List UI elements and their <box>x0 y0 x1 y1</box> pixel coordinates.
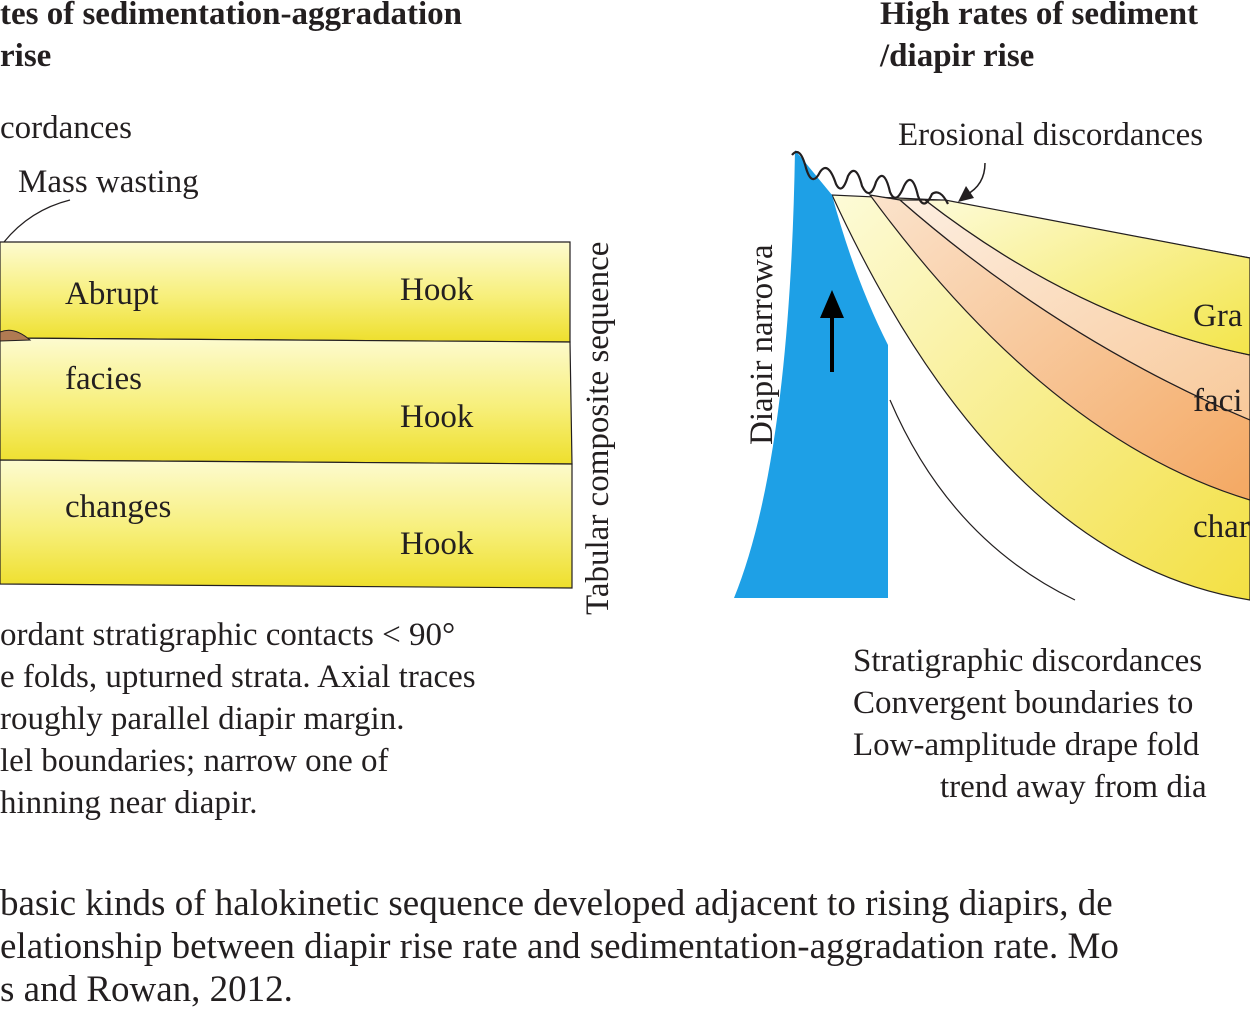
bed-label-abrupt: Abrupt <box>65 276 159 312</box>
right-description-line1: Stratigraphic discordances <box>853 643 1203 679</box>
tabular-sequence-label: Tabular composite sequence <box>580 241 616 615</box>
wedge-label-faci: faci <box>1193 383 1243 419</box>
bed-lower <box>0 459 573 589</box>
right-title-line1: High rates of sediment <box>880 0 1199 32</box>
mass-wasting-leader <box>3 199 71 243</box>
mass-wasting-deposit <box>0 329 32 342</box>
right-description-line4: trend away from dia <box>940 769 1207 805</box>
erosional-discordance-line <box>791 150 949 205</box>
hook-label-2: Hook <box>400 399 474 435</box>
label-mass-wasting: Mass wasting <box>18 164 199 200</box>
left-description-line3: roughly parallel diapir margin. <box>0 701 405 737</box>
left-description-line4: lel boundaries; narrow one of <box>0 743 389 779</box>
caption-line2: elationship between diapir rise rate and… <box>0 926 1119 967</box>
diapir-label: Diapir narrowa <box>744 244 780 445</box>
label-erosional-discordances: Erosional discordances <box>898 117 1204 153</box>
bed-label-changes: changes <box>65 489 172 525</box>
wedge-label-char: char <box>1193 509 1250 545</box>
diapir-salt-body <box>734 150 888 598</box>
bed-middle <box>0 337 573 465</box>
right-description-line2: Convergent boundaries to <box>853 685 1194 721</box>
right-title-line2: /diapir rise <box>880 38 1035 74</box>
left-description-line1: ordant stratigraphic contacts < 90° <box>0 617 456 653</box>
rise-arrow-head <box>820 290 844 318</box>
left-description-line5: hinning near diapir. <box>0 785 258 821</box>
label-discordances: cordances <box>0 110 132 146</box>
hook-label-3: Hook <box>400 526 474 562</box>
older-strata-line <box>889 399 1076 601</box>
erosional-leader <box>965 162 986 196</box>
caption-line1: basic kinds of halokinetic sequence deve… <box>0 883 1113 924</box>
right-description-line3: Low-amplitude drape fold <box>853 727 1200 763</box>
left-title-line1: tes of sedimentation-aggradation <box>0 0 462 32</box>
left-description-line2: e folds, upturned strata. Axial traces <box>0 659 476 695</box>
left-title-line2: rise <box>0 38 52 74</box>
drape-band-top <box>923 199 1250 356</box>
bed-label-facies: facies <box>65 361 142 397</box>
caption-line3: s and Rowan, 2012. <box>0 969 293 1010</box>
hook-label-1: Hook <box>400 272 474 308</box>
erosional-leader-arrowhead <box>958 186 974 202</box>
wedge-label-gra: Gra <box>1193 298 1243 334</box>
